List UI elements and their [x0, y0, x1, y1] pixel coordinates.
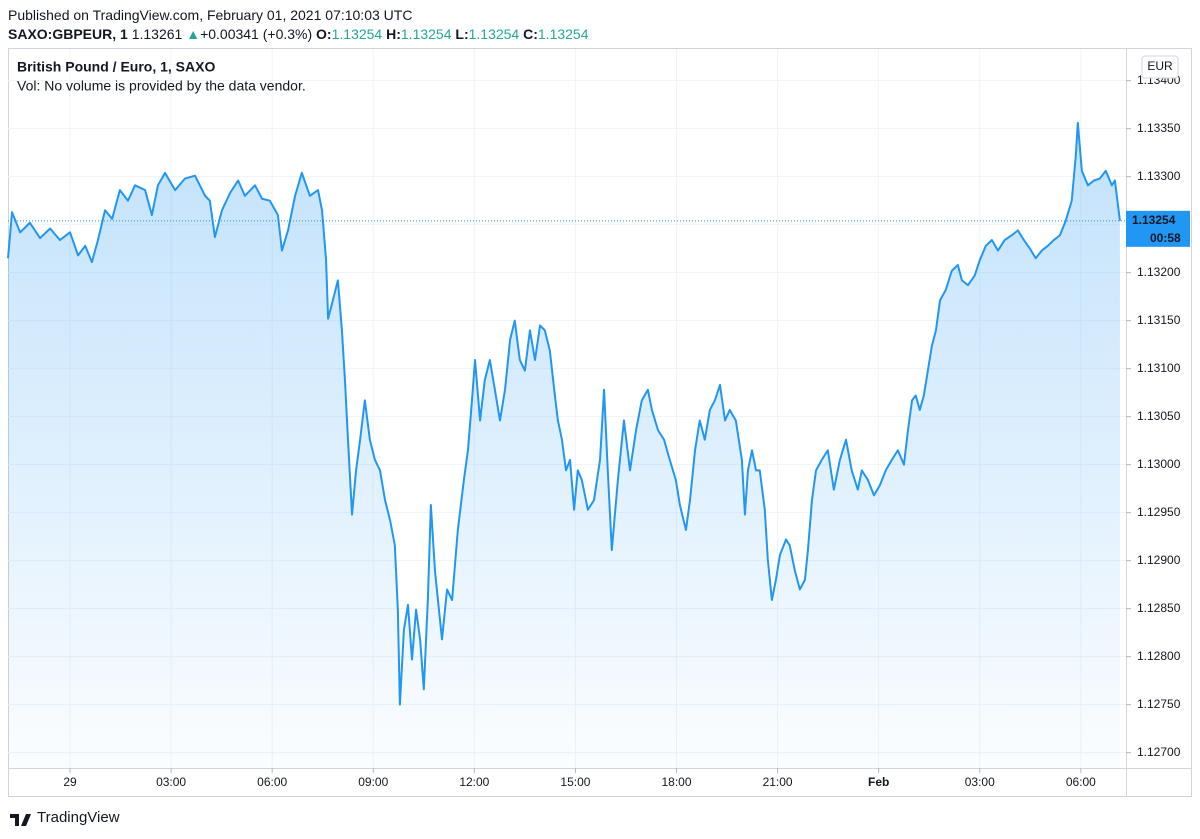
chart-title: British Pound / Euro, 1, SAXO	[17, 59, 215, 75]
y-tick-label: 1.13300	[1137, 169, 1181, 183]
x-tick-label: 29	[63, 775, 77, 789]
c-label: C:	[523, 26, 538, 42]
y-tick-label: 1.12750	[1137, 697, 1181, 711]
symbol: SAXO:GBPEUR, 1	[8, 26, 128, 42]
y-tick-label: 1.13350	[1137, 121, 1181, 135]
logo-icon	[10, 814, 31, 826]
x-tick-label: 18:00	[661, 775, 691, 789]
area-fill	[8, 122, 1120, 769]
close: 1.13254	[537, 26, 589, 42]
last-price-label: 1.13254	[1132, 213, 1176, 227]
last-price-tag	[1126, 210, 1190, 247]
published: Published on TradingView.com, February 0…	[8, 7, 413, 23]
y-tick-label: 1.12700	[1137, 745, 1181, 759]
y-tick-label: 1.13150	[1137, 313, 1181, 327]
chart-subtitle: Vol: No volume is provided by the data v…	[17, 78, 306, 94]
x-tick-label: Feb	[868, 775, 889, 789]
x-tick-label: 03:00	[156, 775, 186, 789]
y-tick-label: 1.12900	[1137, 553, 1181, 567]
header: Published on TradingView.com, February 0…	[8, 6, 589, 44]
change: +0.00341 (+0.3%)	[200, 26, 313, 42]
x-tick-label: 03:00	[965, 775, 995, 789]
arrow: ▲	[186, 26, 201, 42]
y-tick-label: 1.13000	[1137, 457, 1181, 471]
y-tick-label: 1.13050	[1137, 409, 1181, 423]
y-tick-label: 1.12950	[1137, 505, 1181, 519]
low: 1.13254	[468, 26, 520, 42]
x-tick-label: 06:00	[257, 775, 287, 789]
open: 1.13254	[331, 26, 383, 42]
o-label: O:	[316, 26, 332, 42]
currency[interactable]: EUR	[1147, 59, 1173, 73]
y-tick-label: 1.13200	[1137, 265, 1181, 279]
high: 1.13254	[400, 26, 452, 42]
x-tick-label: 09:00	[358, 775, 388, 789]
brand: TradingView	[37, 809, 120, 826]
logo	[10, 814, 31, 826]
x-tick-label: 21:00	[763, 775, 793, 789]
y-tick-label: 1.13100	[1137, 361, 1181, 375]
symbol-line: SAXO:GBPEUR, 1 1.13261 ▲+0.00341 (+0.3%)…	[8, 25, 589, 44]
currency-box[interactable]	[1141, 55, 1179, 79]
countdown: 00:58	[1150, 231, 1181, 245]
last: 1.13261	[131, 26, 183, 42]
x-tick-label: 12:00	[459, 775, 489, 789]
y-tick-label: 1.12800	[1137, 649, 1181, 663]
x-tick-label: 06:00	[1066, 775, 1096, 789]
l-label: L:	[455, 26, 469, 42]
h-label: H:	[386, 26, 401, 42]
x-tick-label: 15:00	[560, 775, 590, 789]
y-tick-label: 1.12850	[1137, 601, 1181, 615]
